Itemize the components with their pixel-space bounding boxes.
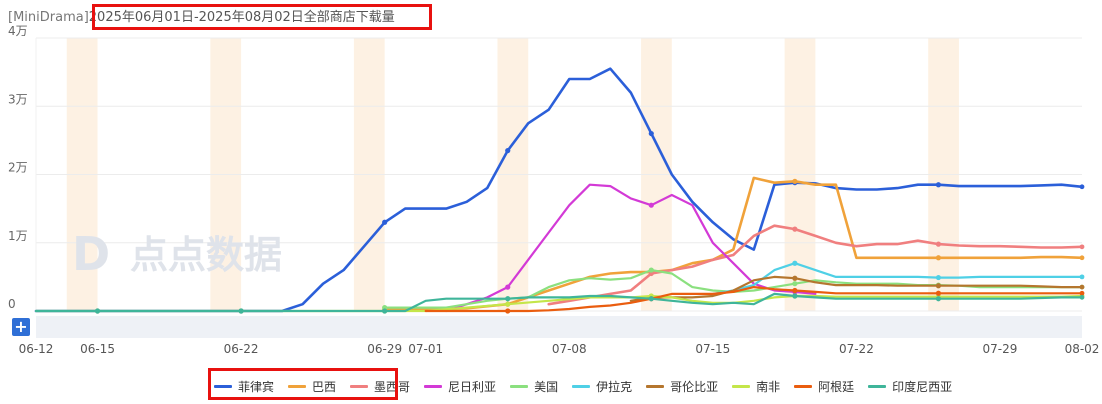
data-point-2 (935, 241, 942, 247)
data-point-6 (792, 275, 798, 281)
data-point-9 (238, 308, 244, 314)
x-tick-label: 07-01 (408, 342, 443, 356)
series-line-0 (34, 67, 1084, 313)
legend-label: 印度尼西亚 (892, 379, 953, 394)
y-tick-label: 1万 (8, 229, 28, 243)
data-point-2 (1079, 244, 1085, 250)
legend-label: 巴西 (312, 379, 337, 394)
legend-item-6[interactable]: 哥伦比亚 (646, 378, 718, 395)
legend-swatch (510, 384, 529, 388)
x-tick-label: 06-29 (367, 342, 402, 356)
legend-swatch (732, 384, 751, 388)
legend-item-7[interactable]: 南非 (732, 378, 780, 395)
x-tick-label: 07-15 (695, 342, 730, 356)
data-point-8 (1079, 290, 1085, 296)
data-point-4 (648, 267, 654, 273)
legend-label: 尼日利亚 (448, 379, 497, 394)
x-tick-label: 06-15 (80, 342, 115, 356)
data-point-8 (792, 287, 798, 294)
data-point-2 (792, 226, 798, 232)
x-tick-label: 08-02 (1065, 342, 1100, 356)
data-point-9 (505, 296, 511, 302)
chart-title: [MiniDrama]2025年06月01日-2025年08月02日全部商店下载… (8, 6, 395, 25)
series-line-1 (383, 176, 1084, 311)
data-point-0 (505, 148, 511, 154)
series-line-2 (547, 224, 1084, 306)
legend-item-8[interactable]: 阿根廷 (794, 378, 854, 395)
watermark-text: 点点数据 (130, 233, 282, 277)
data-point-1 (792, 178, 798, 184)
series-line-9 (34, 292, 1084, 313)
data-point-0 (935, 182, 942, 188)
data-point-8 (935, 290, 942, 296)
x-tick-label: 06-22 (224, 342, 259, 356)
legend-item-4[interactable]: 美国 (510, 378, 558, 395)
data-point-6 (935, 283, 942, 289)
legend-label: 伊拉克 (596, 379, 633, 394)
legend-item-5[interactable]: 伊拉克 (572, 378, 632, 395)
data-point-9 (1079, 294, 1085, 300)
data-point-9 (382, 308, 388, 314)
series-line-8 (424, 286, 1084, 313)
data-point-0 (1079, 184, 1085, 190)
legend-item-9[interactable]: 印度尼西亚 (868, 378, 952, 395)
legend-label: 哥伦比亚 (670, 379, 719, 394)
data-point-0 (382, 219, 388, 225)
watermark-logo-icon: D (72, 227, 110, 281)
legend-highlight-box (208, 368, 398, 400)
legend-item-3[interactable]: 尼日利亚 (424, 378, 496, 395)
legend-item-1[interactable]: 巴西 (288, 378, 336, 395)
y-tick-label: 2万 (8, 161, 28, 175)
data-point-3 (648, 202, 654, 208)
legend-label: 菲律宾 (238, 379, 275, 394)
x-tick-label: 06-12 (19, 342, 54, 356)
legend-swatch (646, 384, 665, 388)
title-highlight-box (92, 4, 432, 30)
y-tick-label: 4万 (8, 24, 28, 38)
series-line-5 (711, 262, 1084, 295)
legend-swatch (794, 384, 813, 388)
legend-swatch (214, 384, 232, 388)
legend-label: 美国 (534, 379, 559, 394)
data-point-1 (935, 255, 942, 261)
legend-swatch (868, 384, 887, 388)
chart-legend: 菲律宾 巴西 墨西哥 尼日利亚 美国 伊拉克 哥伦比亚 南非 阿根廷 印度尼西亚 (214, 376, 966, 396)
data-point-9 (648, 296, 654, 302)
data-point-5 (935, 274, 942, 281)
data-point-3 (505, 284, 511, 290)
data-point-4 (792, 281, 798, 287)
legend-label: 墨西哥 (374, 379, 411, 394)
period-title: 2025年06月01日-2025年08月02日全部商店下载量 (88, 10, 395, 25)
data-point-6 (1079, 284, 1085, 290)
x-tick-label: 07-08 (552, 342, 587, 356)
data-point-9 (792, 293, 798, 299)
brand-tag: [MiniDrama] (8, 10, 89, 25)
zoom-slider-track (36, 316, 1082, 338)
data-point-9 (935, 296, 942, 302)
legend-swatch (572, 384, 591, 388)
data-point-5 (792, 260, 798, 266)
legend-item-2[interactable]: 墨西哥 (350, 378, 410, 395)
data-point-5 (1079, 274, 1085, 280)
data-point-8 (505, 308, 511, 314)
data-point-7 (505, 301, 511, 307)
data-point-0 (648, 130, 654, 137)
data-point-1 (1079, 255, 1085, 261)
legend-swatch (350, 384, 369, 388)
legend-label: 南非 (756, 379, 781, 394)
data-point-9 (94, 308, 101, 314)
legend-label: 阿根廷 (818, 379, 855, 394)
zoom-in-button[interactable]: + (12, 318, 30, 336)
y-tick-label: 0 (8, 297, 16, 311)
series-line-6 (629, 275, 1084, 302)
y-tick-label: 3万 (8, 92, 28, 106)
legend-swatch (424, 384, 443, 388)
x-tick-label: 07-22 (839, 342, 874, 356)
legend-swatch (288, 384, 307, 388)
x-tick-label: 07-29 (983, 342, 1018, 356)
legend-item-0[interactable]: 菲律宾 (214, 378, 274, 395)
